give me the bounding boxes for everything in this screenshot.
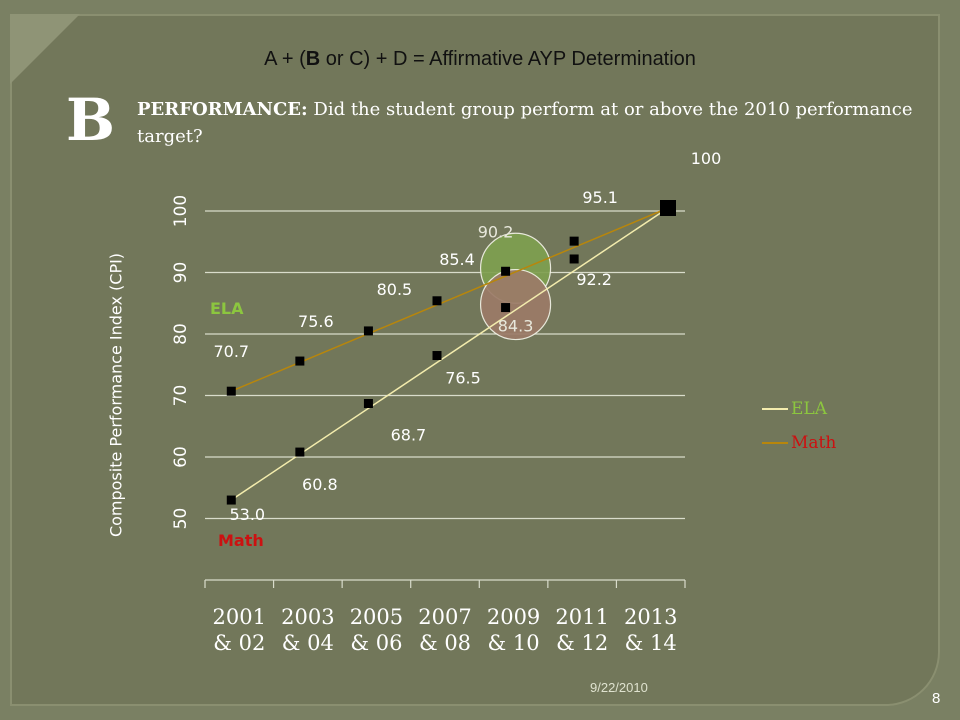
chart-legend: ELA Math [762, 392, 836, 460]
data-label-ela: 75.6 [298, 312, 334, 331]
data-label-math: 84.3 [498, 317, 534, 336]
y-tick-label: 50 [171, 508, 191, 530]
formula-prefix: A + ( [264, 48, 306, 70]
data-label-math: 92.2 [576, 270, 612, 289]
data-label-ela: 85.4 [439, 250, 475, 269]
data-label-math: 60.8 [302, 475, 338, 494]
x-tick-label: 2005 & 06 [350, 605, 403, 655]
performance-question: PERFORMANCE: Did the student group perfo… [137, 96, 937, 150]
data-label-ela: 95.1 [582, 188, 618, 207]
y-tick-label: 70 [171, 385, 191, 407]
y-tick-label: 100 [171, 195, 191, 227]
data-label-ela: 90.2 [478, 222, 514, 241]
inline-label-math: Math [218, 531, 264, 550]
legend-label-math: Math [791, 433, 837, 453]
legend-swatch-math [762, 442, 788, 444]
x-tick-label: 2001 & 02 [213, 605, 266, 655]
data-point-ela [295, 356, 305, 366]
data-point-ela [569, 236, 579, 246]
data-point-ela [501, 266, 511, 276]
data-point-ela [363, 326, 373, 336]
legend-item-math: Math [762, 426, 836, 460]
x-tick-label: 2013 & 14 [624, 605, 677, 655]
slide-frame [10, 14, 940, 706]
slide-date: 9/22/2010 [590, 680, 648, 695]
data-point-math [226, 495, 236, 505]
data-point-math [432, 351, 442, 361]
data-point-math [295, 447, 305, 457]
data-label-math: 68.7 [391, 425, 427, 444]
target-label: 100 [691, 149, 722, 168]
legend-label-ela: ELA [791, 399, 827, 419]
legend-swatch-ela [762, 408, 788, 410]
data-point-ela [226, 386, 236, 396]
x-tick-label: 2003 & 04 [281, 605, 334, 655]
x-tick-label: 2009 & 10 [487, 605, 540, 655]
formula-bold: B [305, 48, 321, 70]
x-tick-label: 2007 & 08 [418, 605, 471, 655]
data-point-math [569, 254, 579, 264]
data-point-math [501, 303, 511, 313]
x-tick-label: 2011 & 12 [555, 605, 608, 655]
inline-label-ela: ELA [210, 299, 244, 318]
data-label-ela: 80.5 [377, 280, 413, 299]
data-label-math: 53.0 [229, 505, 265, 524]
section-letter: B [66, 86, 116, 154]
page-number: 8 [932, 690, 941, 707]
y-tick-label: 80 [171, 323, 191, 345]
data-point-ela [432, 296, 442, 306]
y-tick-label: 60 [171, 446, 191, 468]
data-label-ela: 70.7 [213, 342, 249, 361]
question-text: Did the student group perform at or abov… [137, 99, 913, 147]
target-marker [660, 200, 676, 216]
formula-suffix: or C) + D = Affirmative AYP Determinatio… [320, 48, 696, 70]
data-point-math [363, 398, 373, 408]
question-head: PERFORMANCE: [137, 99, 308, 120]
legend-item-ela: ELA [762, 392, 836, 426]
ayp-formula: A + (B or C) + D = Affirmative AYP Deter… [0, 48, 960, 71]
data-label-math: 76.5 [445, 369, 481, 388]
y-tick-label: 90 [171, 262, 191, 284]
